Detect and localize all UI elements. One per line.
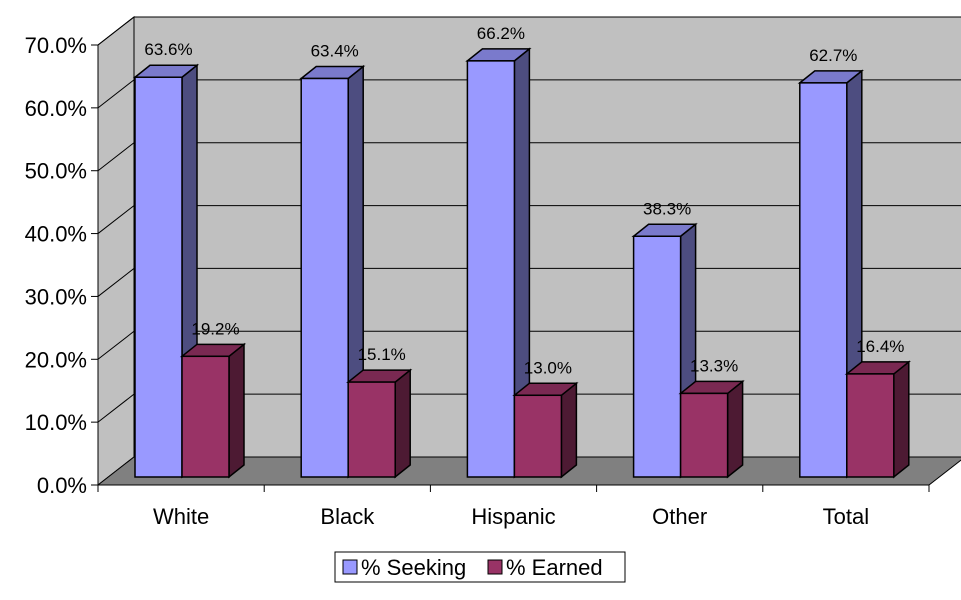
category-label-black: Black — [320, 504, 375, 529]
legend-label-seeking: % Seeking — [361, 555, 466, 580]
legend-swatch-earned — [487, 559, 503, 575]
y-tick-label: 50.0% — [25, 159, 87, 184]
bar-earned-total — [844, 360, 911, 479]
y-tick-label: 20.0% — [25, 347, 87, 372]
bar-seeking-white — [132, 63, 200, 479]
bar-group-white — [132, 63, 247, 479]
bar-front-face — [513, 394, 563, 478]
data-label-earned-hispanic: 13.0% — [524, 358, 572, 377]
bar-front-face — [347, 381, 396, 478]
category-label-white: White — [153, 504, 209, 529]
bars — [132, 47, 911, 479]
bar-front-face — [466, 60, 516, 478]
data-label-earned-white: 19.2% — [191, 319, 239, 338]
bar-group-hispanic — [465, 47, 579, 479]
x-axis-category-labels: White Black Hispanic Other Total — [153, 504, 869, 529]
data-label-seeking-hispanic: 66.2% — [477, 24, 525, 43]
bar-front-face — [632, 235, 682, 478]
category-label-other: Other — [652, 504, 707, 529]
data-label-earned-total: 16.4% — [856, 337, 904, 356]
bar-front-face — [846, 373, 895, 478]
bar-side-face — [394, 368, 411, 479]
bar-earned-hispanic — [512, 381, 579, 479]
gridline — [97, 205, 961, 234]
data-labels: 63.6% 19.2% 63.4% 15.1% 66.2% 13.0% 38.3% 13.3%… — [144, 24, 904, 377]
gridline — [97, 79, 961, 109]
bar-front-face — [679, 392, 729, 478]
y-tick-label: 60.0% — [25, 96, 87, 121]
legend-swatch-seeking — [342, 559, 358, 575]
data-label-seeking-total: 62.7% — [809, 46, 857, 65]
category-label-hispanic: Hispanic — [471, 504, 555, 529]
legend-box — [334, 551, 626, 583]
bar-group-other — [631, 222, 745, 479]
y-tick-label: 10.0% — [25, 410, 87, 435]
legend-label-earned: % Earned — [506, 555, 603, 580]
bar-earned-black — [346, 368, 413, 479]
gridlines — [97, 16, 961, 423]
bar-group-total — [797, 69, 911, 479]
y-tick-label: 70.0% — [25, 33, 87, 58]
side-wall — [97, 15, 135, 487]
data-label-seeking-black: 63.4% — [311, 41, 359, 60]
data-label-earned-black: 15.1% — [358, 345, 406, 364]
bar-side-face — [893, 360, 910, 479]
y-tick-label: 0.0% — [37, 473, 87, 498]
data-label-earned-other: 13.3% — [690, 356, 738, 375]
bar-side-face — [726, 379, 744, 479]
gridline — [97, 16, 961, 46]
bar-earned-other — [678, 379, 745, 479]
y-axis-tick-labels: 0.0% 10.0% 20.0% 30.0% 40.0% 50.0% 60.0% 70.0% — [25, 33, 87, 498]
data-label-seeking-other: 38.3% — [643, 199, 691, 218]
bar-front-face — [181, 355, 230, 478]
axes — [91, 44, 930, 492]
y-tick-label: 40.0% — [25, 222, 87, 247]
bar-seeking-hispanic — [465, 47, 532, 479]
y-tick-label: 30.0% — [25, 284, 87, 309]
bar-earned-white — [179, 342, 247, 479]
bar-front-face — [134, 76, 183, 478]
bar-group-black — [299, 64, 413, 479]
bar-front-face — [300, 77, 349, 478]
data-label-seeking-white: 63.6% — [144, 40, 192, 59]
bar-front-face — [799, 82, 848, 478]
bar-side-face — [228, 342, 245, 479]
bar-side-face — [560, 381, 578, 479]
category-label-total: Total — [823, 504, 869, 529]
legend: % Seeking % Earned — [334, 551, 626, 583]
gridline — [97, 142, 961, 172]
